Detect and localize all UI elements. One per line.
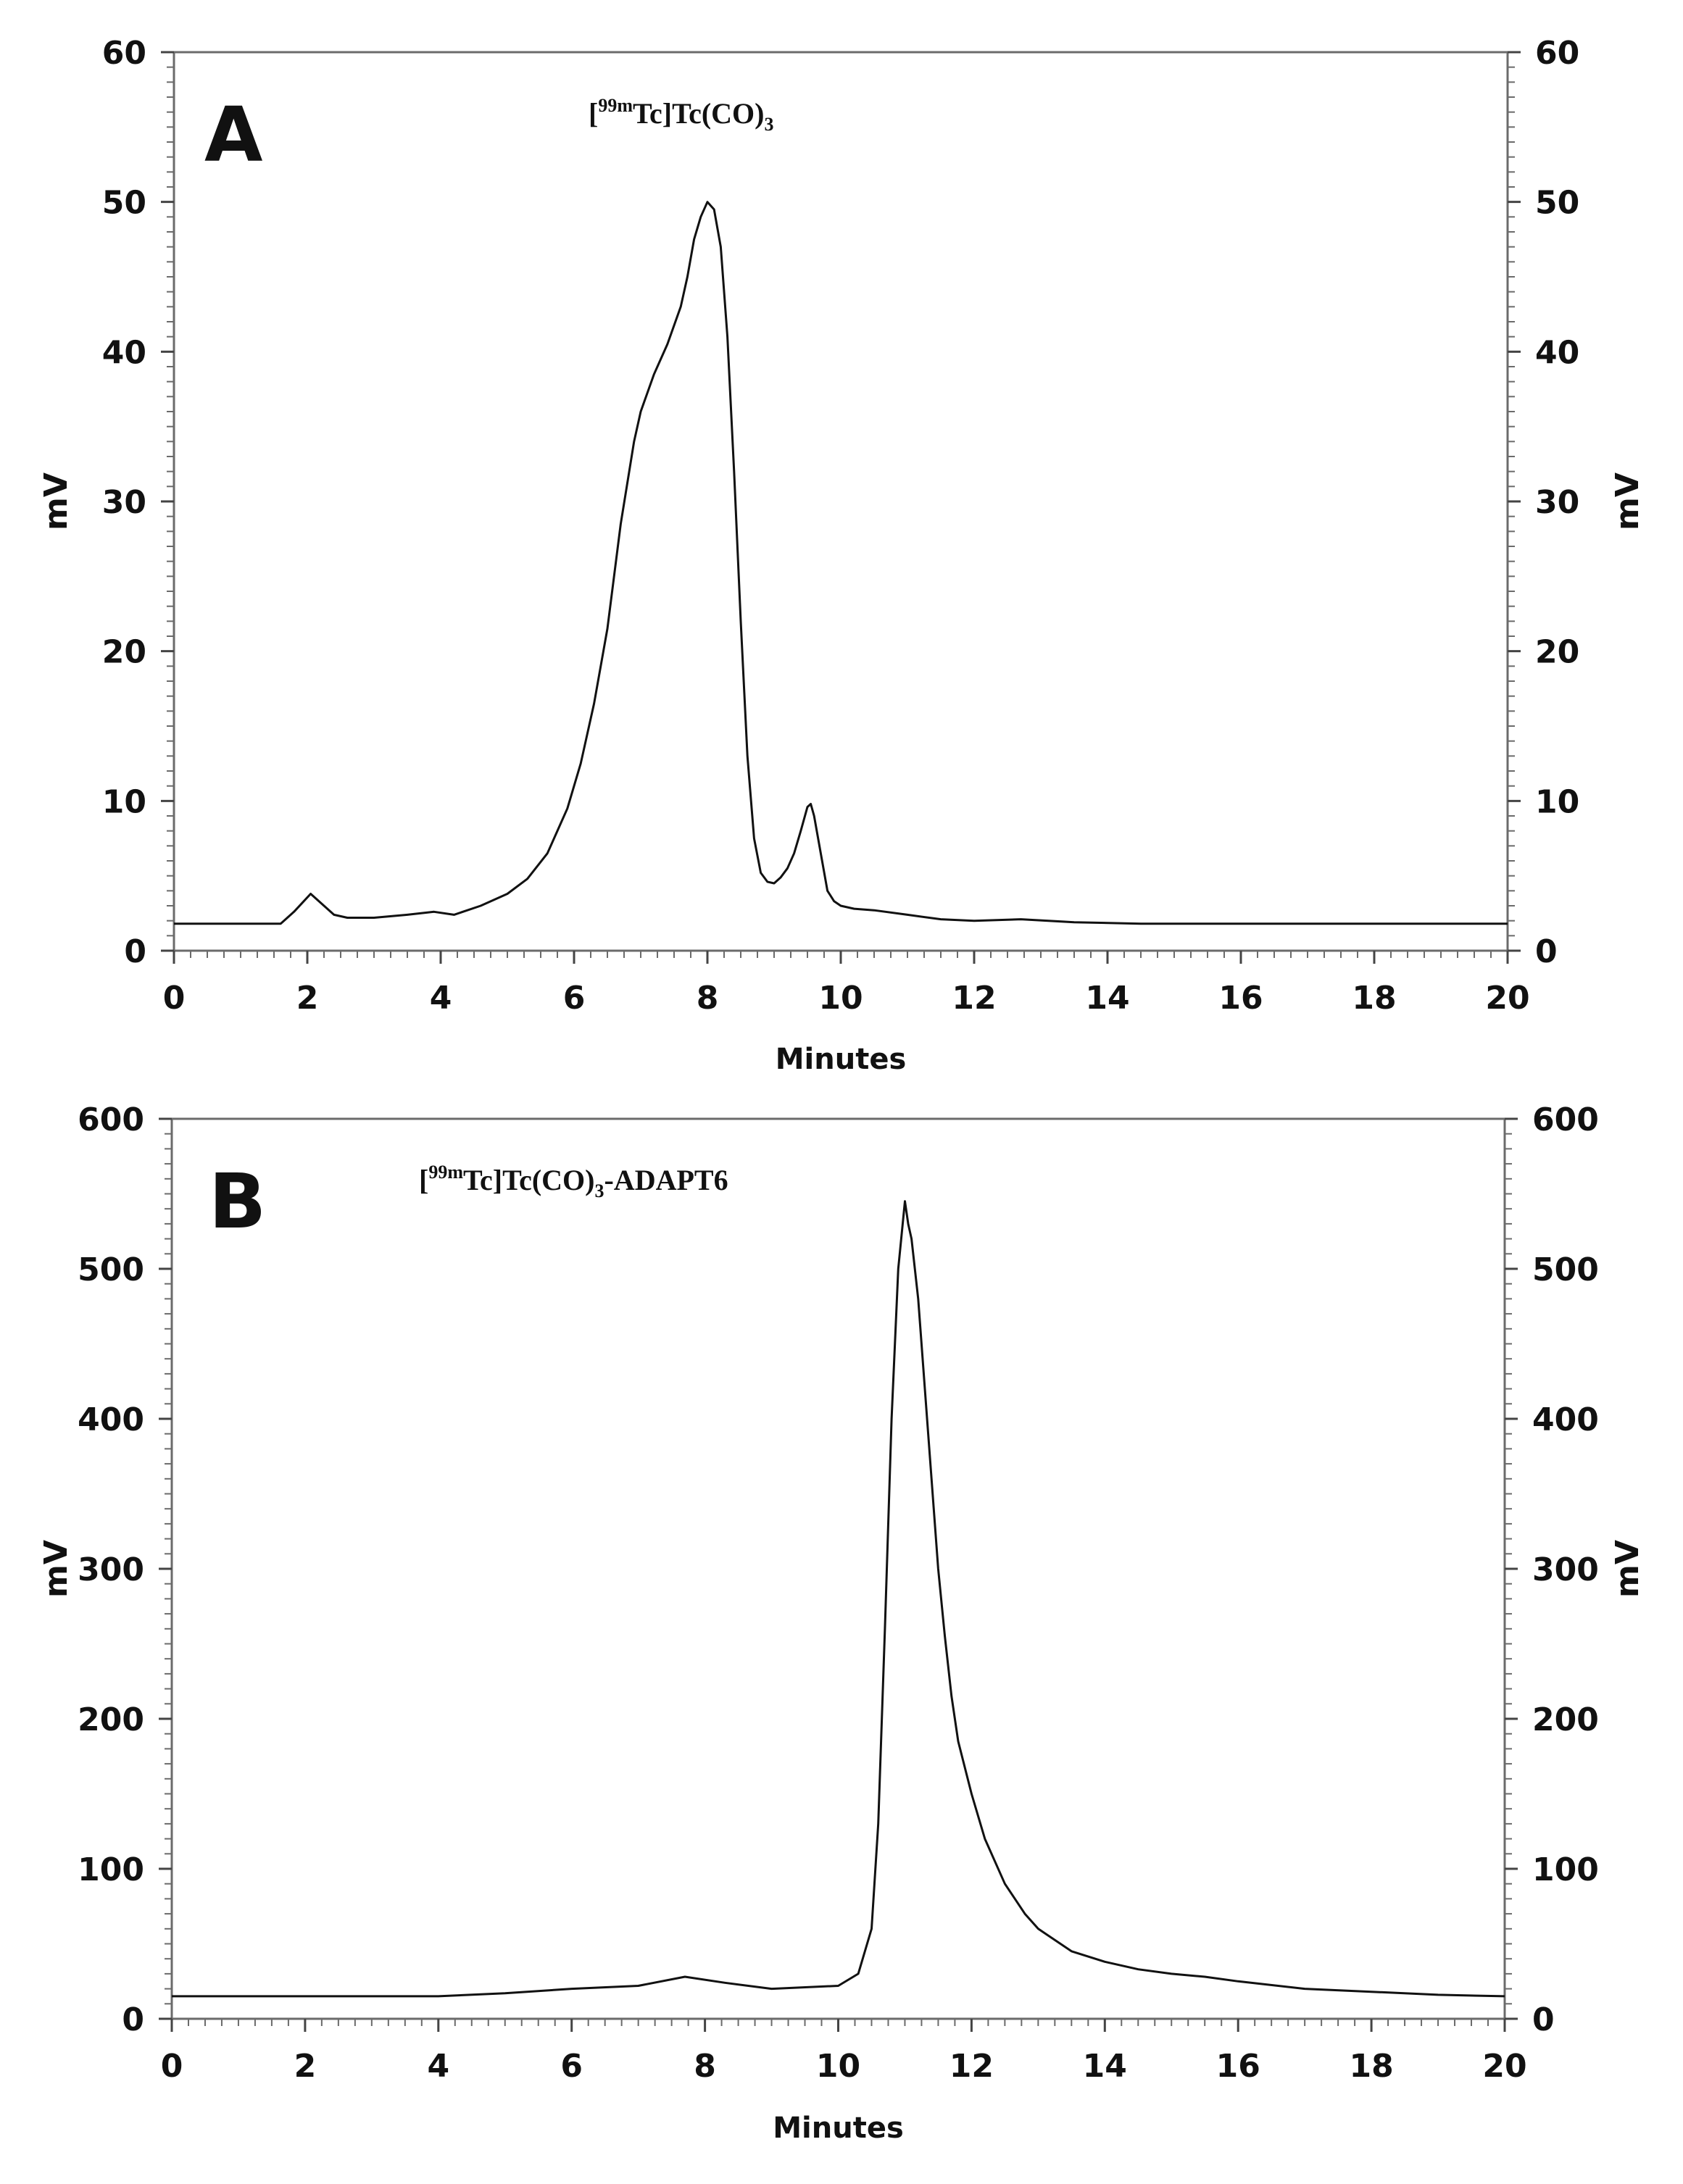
x-tick-label: 20 — [1482, 2048, 1526, 2085]
y-tick-label-right: 10 — [1535, 783, 1579, 820]
y-tick-label-right: 400 — [1532, 1401, 1599, 1438]
x-tick-label: 18 — [1349, 2048, 1393, 2085]
y-tick-label-left: 20 — [102, 634, 146, 671]
y-tick-label-left: 60 — [102, 35, 146, 72]
y-tick-label-left: 40 — [102, 334, 146, 371]
y-tick-label-right: 60 — [1535, 35, 1579, 72]
plot-frame — [173, 51, 1509, 952]
x-tick-label: 0 — [161, 2048, 183, 2085]
y-tick-label-right: 200 — [1532, 1701, 1599, 1738]
y-tick-label-left: 200 — [78, 1701, 144, 1738]
x-tick-label: 10 — [816, 2048, 860, 2085]
annotation-tail: -ADAPT6 — [604, 1164, 728, 1196]
x-tick-label: 6 — [560, 2048, 583, 2085]
y-tick-label-right: 0 — [1535, 933, 1558, 970]
x-tick-label: 12 — [949, 2048, 994, 2085]
y-axis-title-left: mV — [38, 1540, 75, 1598]
x-tick-label: 16 — [1218, 980, 1263, 1017]
annotation-sup: 99m — [598, 95, 633, 116]
x-tick-label: 8 — [694, 2048, 716, 2085]
x-tick-label: 10 — [818, 980, 863, 1017]
annotation-mid: Tc]Tc(CO) — [633, 97, 764, 130]
chromatogram-trace-b — [172, 1200, 1505, 1998]
annotation-sub: 3 — [764, 114, 773, 135]
x-tick-label: 16 — [1216, 2048, 1260, 2085]
y-axis-title-left: mV — [38, 472, 75, 530]
x-tick-label: 2 — [294, 2048, 317, 2085]
x-tick-label: 2 — [296, 980, 319, 1017]
y-tick-label-right: 50 — [1535, 185, 1579, 222]
annotation-mid: Tc]Tc(CO) — [463, 1164, 594, 1196]
y-tick-label-left: 500 — [78, 1251, 144, 1288]
y-tick-label-right: 600 — [1532, 1101, 1599, 1138]
panel-letter-b: B — [209, 1157, 266, 1246]
y-tick-label-left: 600 — [78, 1101, 144, 1138]
y-tick-label-right: 0 — [1532, 2001, 1555, 2038]
y-tick-label-left: 0 — [122, 2001, 144, 2038]
y-tick-label-right: 40 — [1535, 334, 1579, 371]
x-tick-label: 18 — [1352, 980, 1396, 1017]
annotation-sub: 3 — [594, 1180, 604, 1201]
x-tick-label: 14 — [1083, 2048, 1127, 2085]
x-tick-label: 14 — [1085, 980, 1129, 1017]
y-tick-label-right: 300 — [1532, 1551, 1599, 1588]
y-tick-label-left: 300 — [78, 1551, 144, 1588]
y-tick-label-right: 100 — [1532, 1851, 1599, 1888]
x-tick-label: 0 — [163, 980, 186, 1017]
x-tick-label: 6 — [563, 980, 586, 1017]
y-tick-label-right: 20 — [1535, 634, 1579, 671]
y-tick-label-left: 30 — [102, 484, 146, 521]
annotation-open: [ — [419, 1164, 428, 1196]
y-tick-label-left: 50 — [102, 185, 146, 222]
y-tick-label-left: 400 — [78, 1401, 144, 1438]
y-axis-title-right: mV — [1609, 1540, 1646, 1598]
x-tick-label: 4 — [427, 2048, 449, 2085]
x-tick-label: 8 — [697, 980, 719, 1017]
panel-letter-a: A — [204, 91, 263, 179]
annotation-open: [ — [589, 97, 598, 130]
y-tick-label-left: 0 — [124, 933, 146, 970]
y-axis-title-right: mV — [1609, 472, 1646, 530]
annotation-sup: 99m — [428, 1162, 463, 1183]
x-tick-label: 12 — [952, 980, 996, 1017]
y-tick-label-right: 500 — [1532, 1251, 1599, 1288]
y-tick-label-left: 10 — [102, 783, 146, 820]
x-tick-label: 20 — [1485, 980, 1529, 1017]
x-tick-label: 4 — [430, 980, 452, 1017]
x-axis-title: Minutes — [776, 1043, 907, 1076]
plot-frame — [170, 1117, 1506, 2020]
x-axis-title: Minutes — [773, 2112, 904, 2145]
chromatogram-trace-a — [174, 201, 1508, 925]
y-tick-label-right: 30 — [1535, 484, 1579, 521]
peak-annotation: [99mTc]Tc(CO)3 — [589, 95, 773, 135]
y-tick-label-left: 100 — [78, 1851, 144, 1888]
peak-annotation: [99mTc]Tc(CO)3-ADAPT6 — [419, 1162, 728, 1201]
